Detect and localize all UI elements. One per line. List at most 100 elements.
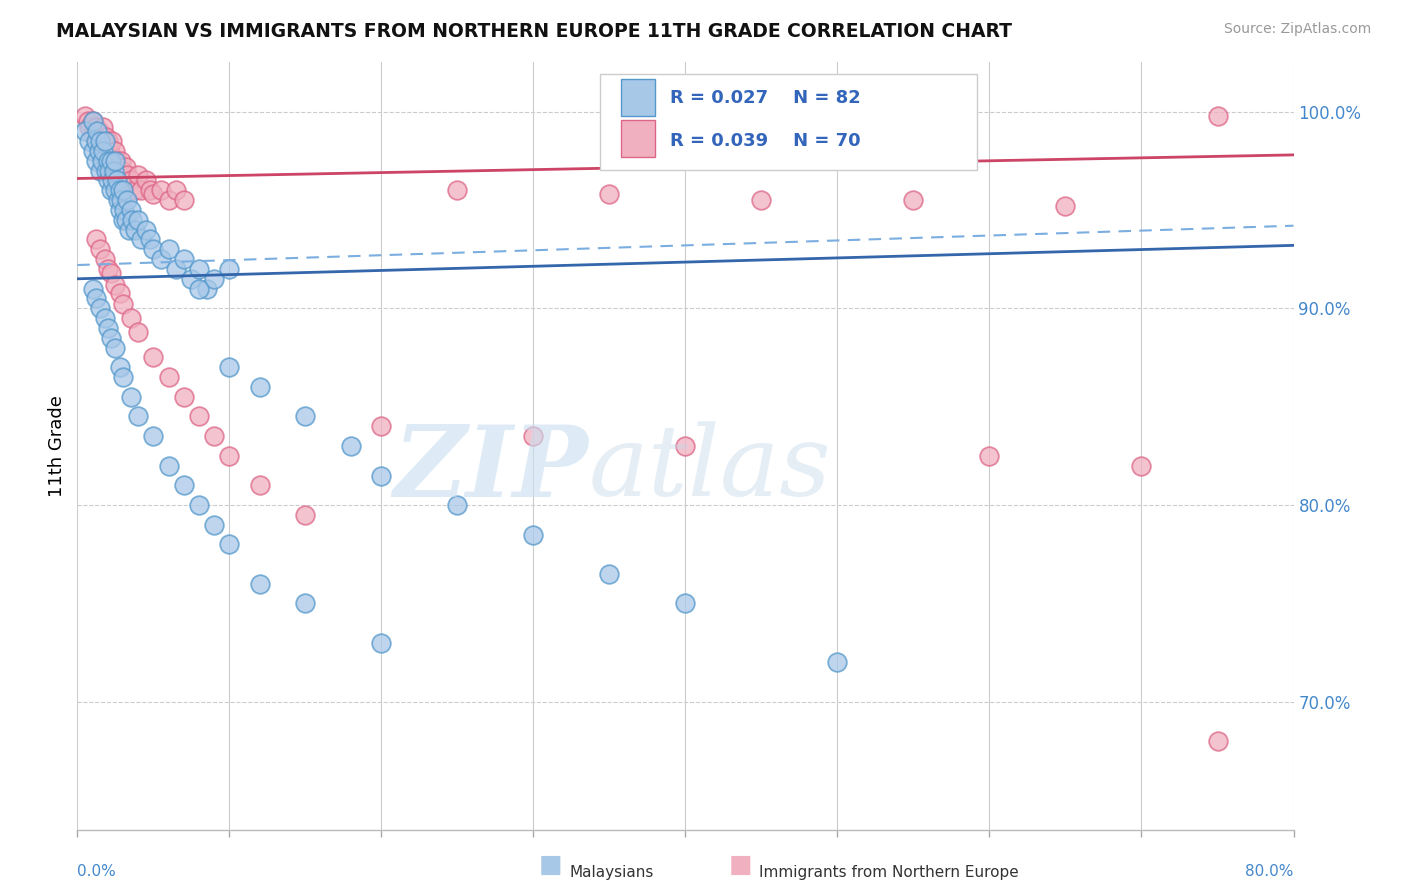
Point bbox=[108, 285, 131, 300]
Bar bbox=[621, 78, 655, 116]
Point bbox=[89, 134, 111, 148]
Point bbox=[127, 212, 149, 227]
Point bbox=[188, 498, 211, 512]
Point bbox=[120, 311, 142, 326]
Point bbox=[93, 252, 115, 267]
Point bbox=[188, 262, 211, 277]
Point bbox=[598, 187, 620, 202]
Text: R = 0.039    N = 70: R = 0.039 N = 70 bbox=[669, 132, 860, 150]
Point bbox=[100, 153, 122, 168]
Point bbox=[218, 537, 240, 551]
Point bbox=[96, 163, 118, 178]
Point bbox=[1206, 109, 1229, 123]
Point bbox=[157, 370, 180, 384]
Point bbox=[135, 222, 157, 236]
Point bbox=[139, 232, 162, 246]
Point bbox=[149, 183, 172, 197]
Point bbox=[121, 212, 143, 227]
Point bbox=[108, 183, 131, 197]
Point bbox=[129, 183, 152, 197]
Point bbox=[173, 252, 195, 267]
Point bbox=[294, 596, 316, 610]
Point bbox=[979, 449, 1001, 463]
Point bbox=[124, 183, 146, 197]
Point bbox=[100, 148, 122, 162]
Point bbox=[202, 517, 225, 532]
Point bbox=[120, 173, 142, 187]
Point bbox=[104, 144, 127, 158]
Point bbox=[165, 183, 187, 197]
Point bbox=[105, 153, 128, 168]
Point bbox=[1054, 199, 1077, 213]
Point bbox=[82, 114, 104, 128]
Text: ZIP: ZIP bbox=[394, 421, 588, 517]
Point bbox=[93, 144, 115, 158]
Point bbox=[675, 439, 697, 453]
Point bbox=[195, 282, 218, 296]
Text: ■: ■ bbox=[728, 854, 752, 878]
Point bbox=[100, 331, 122, 345]
Point bbox=[100, 183, 122, 197]
Point bbox=[108, 202, 131, 217]
Point bbox=[202, 272, 225, 286]
Point bbox=[73, 109, 96, 123]
Point bbox=[139, 183, 162, 197]
Point bbox=[522, 527, 544, 541]
Text: 80.0%: 80.0% bbox=[1246, 864, 1294, 880]
Point bbox=[446, 498, 468, 512]
Point bbox=[110, 153, 132, 168]
Point bbox=[111, 183, 134, 197]
Point bbox=[89, 163, 111, 178]
Point bbox=[117, 193, 139, 207]
Point bbox=[149, 252, 172, 267]
Point bbox=[97, 153, 120, 168]
Point bbox=[370, 636, 392, 650]
Point bbox=[117, 168, 139, 182]
Point bbox=[294, 508, 316, 522]
Point bbox=[1206, 734, 1229, 748]
Point bbox=[173, 193, 195, 207]
Point bbox=[188, 282, 211, 296]
Point bbox=[89, 128, 111, 143]
Point bbox=[142, 429, 165, 443]
Point bbox=[91, 144, 114, 158]
Point bbox=[294, 409, 316, 424]
Point bbox=[127, 325, 149, 339]
Y-axis label: 11th Grade: 11th Grade bbox=[48, 395, 66, 497]
Point bbox=[120, 202, 142, 217]
Point bbox=[73, 124, 96, 138]
Point bbox=[903, 193, 925, 207]
Point bbox=[79, 134, 101, 148]
Point bbox=[157, 458, 180, 473]
Point bbox=[108, 360, 131, 375]
Point bbox=[110, 193, 132, 207]
Point bbox=[103, 163, 125, 178]
Point bbox=[165, 262, 187, 277]
Point bbox=[827, 656, 849, 670]
Text: Immigrants from Northern Europe: Immigrants from Northern Europe bbox=[759, 865, 1019, 880]
Point bbox=[114, 202, 136, 217]
Point bbox=[115, 212, 138, 227]
Point bbox=[100, 266, 122, 280]
Point bbox=[120, 390, 142, 404]
Point bbox=[84, 292, 107, 306]
Point bbox=[104, 341, 127, 355]
Point bbox=[87, 124, 110, 138]
Point bbox=[249, 380, 271, 394]
Text: MALAYSIAN VS IMMIGRANTS FROM NORTHERN EUROPE 11TH GRADE CORRELATION CHART: MALAYSIAN VS IMMIGRANTS FROM NORTHERN EU… bbox=[56, 22, 1012, 41]
Point bbox=[104, 277, 127, 292]
Point bbox=[98, 140, 121, 154]
Point bbox=[86, 124, 108, 138]
Point bbox=[84, 120, 107, 135]
Point bbox=[111, 370, 134, 384]
Point bbox=[98, 163, 121, 178]
Point bbox=[598, 566, 620, 581]
Point bbox=[104, 183, 127, 197]
Text: R = 0.027    N = 82: R = 0.027 N = 82 bbox=[669, 89, 860, 107]
Point bbox=[82, 144, 104, 158]
Text: Malaysians: Malaysians bbox=[569, 865, 654, 880]
Point bbox=[675, 596, 697, 610]
Point bbox=[105, 173, 128, 187]
Point bbox=[89, 242, 111, 256]
Point bbox=[97, 134, 120, 148]
